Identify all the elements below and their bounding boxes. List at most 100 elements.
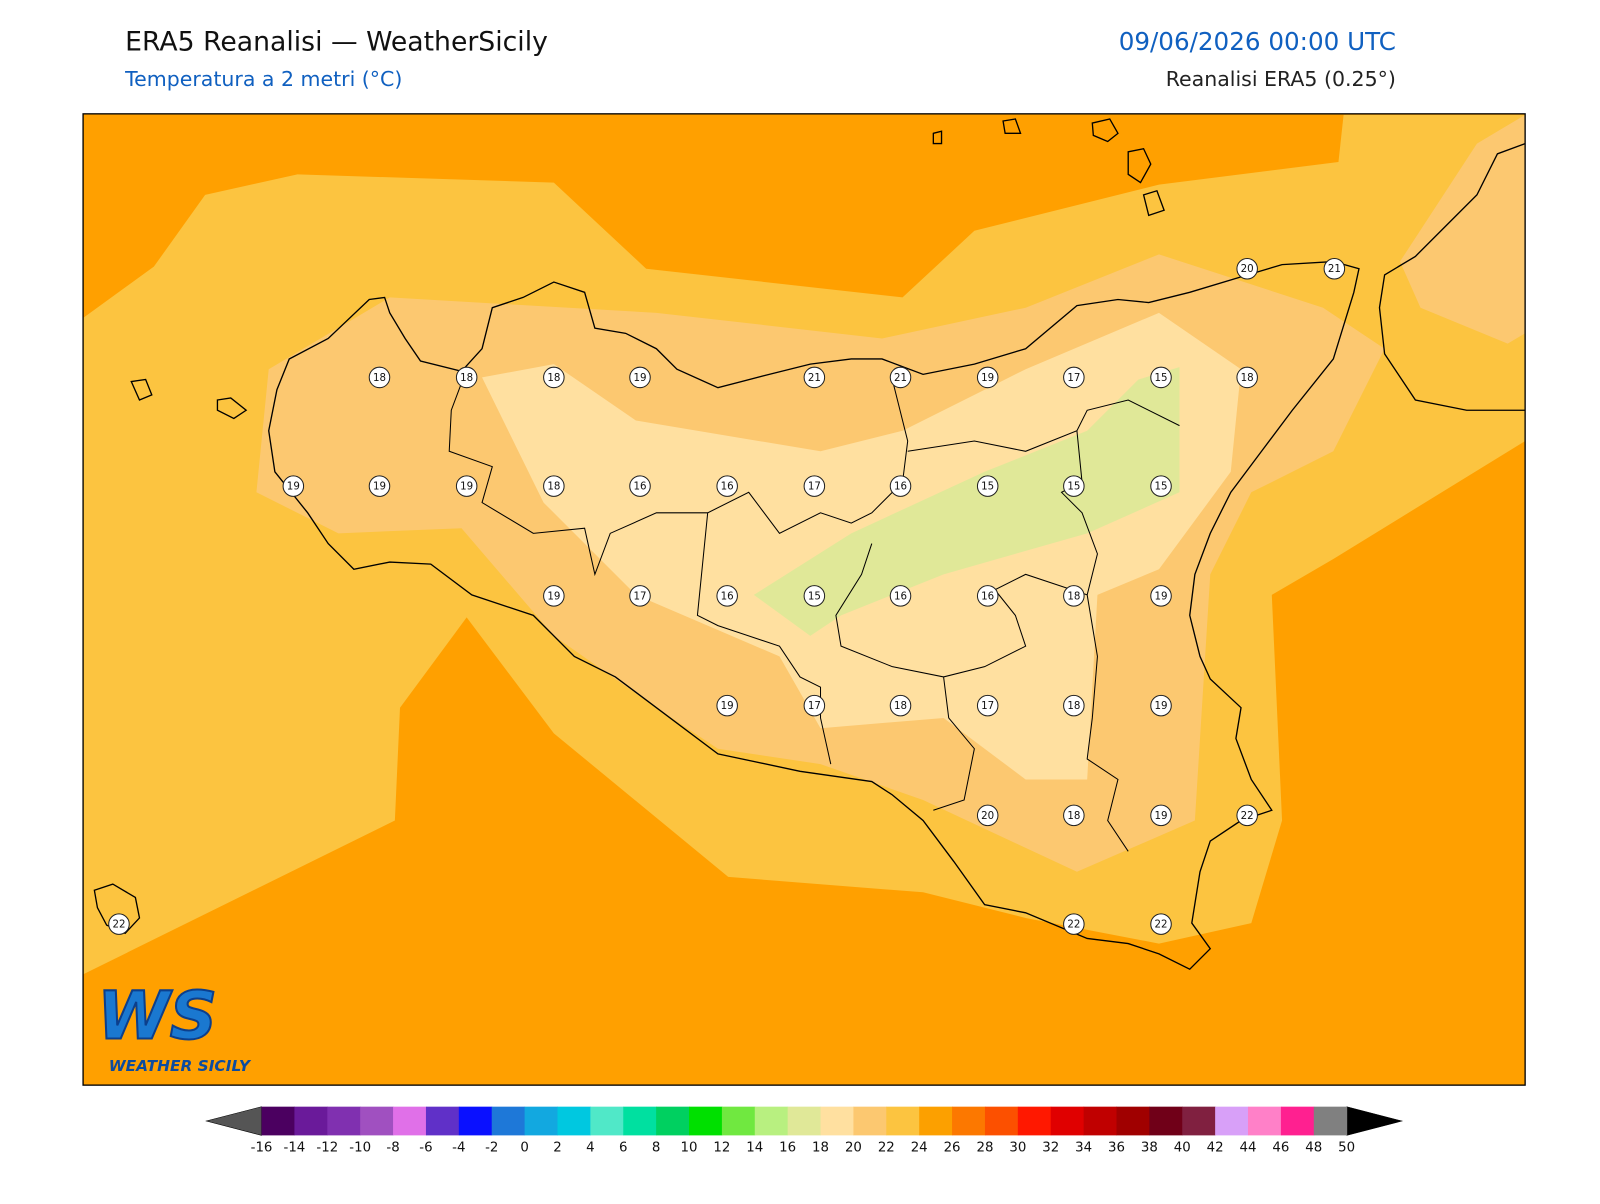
colorbar-tick-label: 22 (878, 1141, 895, 1156)
station-marker (1063, 366, 1085, 389)
station-value: 22 (1241, 810, 1254, 822)
station-value: 18 (547, 372, 560, 384)
colorbar-swatch (853, 1106, 887, 1136)
colorbar-swatch (1313, 1106, 1348, 1136)
station-marker (368, 366, 391, 389)
station-value: 22 (112, 919, 125, 931)
colorbar-swatch (590, 1106, 624, 1136)
station-marker (1063, 475, 1085, 497)
colorbar-tick-label: 12 (713, 1141, 730, 1156)
station-marker (803, 366, 826, 389)
station-marker (716, 585, 738, 607)
station-marker (803, 694, 826, 717)
colorbar-tick-label: 8 (652, 1141, 660, 1156)
colorbar-swatch (524, 1106, 558, 1136)
station-marker (108, 913, 130, 935)
station-marker (1063, 585, 1085, 607)
subtitle: Temperatura a 2 metri (°C) (124, 67, 402, 91)
colorbar-tick-label: -4 (452, 1141, 465, 1156)
colorbar-swatch (984, 1106, 1019, 1136)
station-value: 18 (1241, 372, 1254, 384)
colorbar-tick-label: -10 (349, 1141, 371, 1156)
station-marker (1150, 366, 1172, 389)
station-value: 15 (981, 481, 994, 493)
station-marker (1236, 257, 1258, 280)
colorbar-swatch (360, 1106, 394, 1136)
station-marker (543, 366, 565, 389)
station-value: 16 (894, 481, 907, 493)
band-18-20 (1400, 114, 1526, 344)
source: Reanalisi ERA5 (0.25°) (1166, 67, 1396, 91)
station-marker (1150, 913, 1172, 935)
station-value: 18 (373, 372, 386, 384)
logo-mark: WS (97, 979, 217, 1055)
colorbar-tick-label: 50 (1338, 1141, 1355, 1156)
colorbar-tick-label: -12 (316, 1141, 338, 1156)
station-value: 19 (981, 372, 994, 384)
colorbar-under (205, 1106, 262, 1136)
colorbar-swatch (754, 1106, 789, 1136)
colorbar-tick-label: 42 (1207, 1141, 1224, 1156)
colorbar-swatch (623, 1106, 657, 1136)
colorbar-tick-label: 40 (1174, 1141, 1191, 1156)
colorbar-swatch (1280, 1106, 1315, 1136)
datetime: 09/06/2026 00:00 UTC (1119, 27, 1396, 56)
logo: WS WEATHER SICILY (96, 978, 251, 1076)
colorbar-tick-label: 2 (553, 1141, 561, 1156)
station-value: 16 (894, 590, 907, 602)
colorbar-tick-label: -8 (386, 1141, 399, 1156)
station-marker (1063, 913, 1085, 935)
station-value: 17 (808, 700, 821, 712)
colorbar-swatch (1149, 1106, 1183, 1136)
colorbar-swatch (261, 1106, 295, 1136)
station-value: 21 (808, 372, 821, 384)
colorbar-tick-label: 6 (619, 1141, 627, 1156)
station-value: 19 (1155, 810, 1168, 822)
station-marker (368, 475, 391, 497)
station-value: 20 (981, 810, 994, 822)
station-marker (803, 585, 826, 607)
station-value: 19 (721, 700, 734, 712)
station-value: 18 (547, 481, 560, 493)
station-marker (282, 475, 305, 497)
colorbar-swatch (425, 1106, 460, 1136)
station-value: 22 (1067, 919, 1080, 931)
station-marker (543, 475, 565, 497)
station-marker (1323, 257, 1346, 280)
station-value: 17 (1067, 372, 1080, 384)
colorbar-tick-label: -14 (284, 1141, 306, 1156)
station-marker (1150, 804, 1172, 827)
province-border (448, 369, 1180, 852)
station-value: 22 (1155, 919, 1168, 931)
station-marker (455, 366, 478, 389)
colorbar-swatch (656, 1106, 690, 1136)
station-marker (889, 585, 912, 607)
station-marker (889, 366, 912, 389)
station-marker (976, 585, 999, 607)
colorbar-tick-label: 48 (1305, 1141, 1322, 1156)
colorbar-tick-label: 16 (779, 1141, 796, 1156)
station-value: 19 (287, 481, 300, 493)
station-marker (629, 475, 651, 497)
station-marker (543, 585, 565, 607)
station-marker (716, 694, 738, 717)
colorbar-tick-label: 4 (586, 1141, 594, 1156)
coastline (268, 260, 1360, 971)
station-marker (1236, 366, 1258, 389)
colorbar-tick-label: 14 (746, 1141, 763, 1156)
station-value: 21 (1328, 263, 1341, 275)
coastline-calabria (1378, 142, 1526, 411)
station-value: 19 (633, 372, 646, 384)
station-value: 16 (981, 590, 994, 602)
station-value: 16 (721, 481, 734, 493)
colorbar-swatch (458, 1106, 493, 1136)
station-marker (1236, 804, 1258, 827)
station-value: 15 (1155, 481, 1168, 493)
station-value: 19 (1155, 700, 1168, 712)
station-value: 17 (633, 590, 646, 602)
colorbar-tick-label: 20 (845, 1141, 862, 1156)
station-marker (976, 804, 999, 827)
station-value: 18 (460, 372, 473, 384)
colorbar-swatch (787, 1106, 822, 1136)
colorbar-tick-label: 28 (976, 1141, 993, 1156)
